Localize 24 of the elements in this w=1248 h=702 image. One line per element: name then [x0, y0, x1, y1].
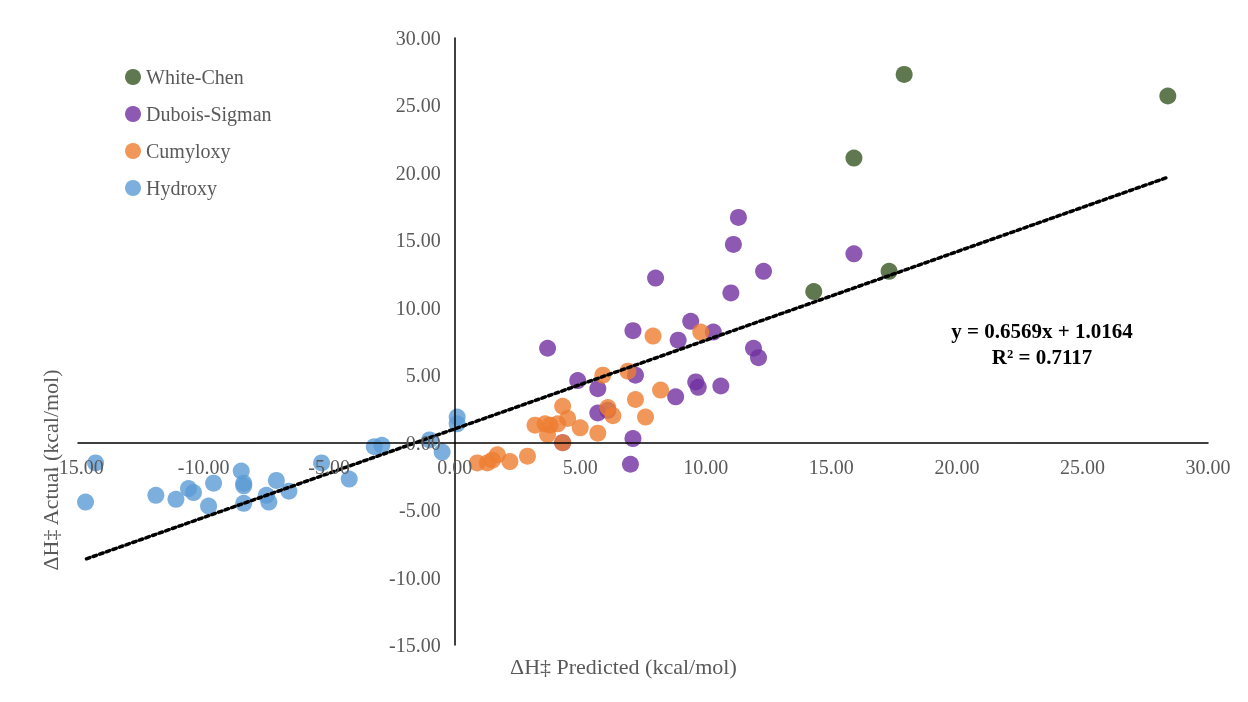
x-tick-label: 15.00 [808, 455, 854, 478]
x-axis-title: ΔH‡ Predicted (kcal/mol) [510, 653, 737, 679]
y-tick-label: 30.00 [395, 27, 441, 49]
legend-label: Dubois-Sigman [146, 103, 272, 126]
annotation: y = 0.6569x + 1.0164 [951, 318, 1134, 343]
y-tick-label: 0.00 [405, 431, 441, 454]
x-tick-label: 30.00 [1185, 455, 1231, 478]
y-tick-label: -5.00 [398, 499, 441, 522]
x-tick-label: -10.00 [177, 455, 230, 478]
legend-label: Cumyloxy [146, 140, 231, 163]
y-tick-label: 10.00 [395, 296, 441, 319]
y-tick-label: 25.00 [395, 94, 441, 117]
x-tick-label: 20.00 [934, 455, 980, 478]
y-tick-label: 15.00 [395, 229, 441, 252]
y-tick-label: -15.00 [388, 634, 441, 656]
legend-label: White-Chen [146, 66, 244, 88]
y-tick-label: 20.00 [395, 161, 441, 184]
x-tick-label: 25.00 [1059, 455, 1105, 478]
annotation: R² = 0.7117 [991, 344, 1093, 369]
x-tick-label: 10.00 [683, 455, 729, 478]
x-tick-label: 5.00 [562, 455, 598, 478]
y-tick-label: 5.00 [405, 364, 441, 387]
legend-label: Hydroxy [146, 177, 218, 200]
y-tick-label: -10.00 [388, 566, 441, 589]
